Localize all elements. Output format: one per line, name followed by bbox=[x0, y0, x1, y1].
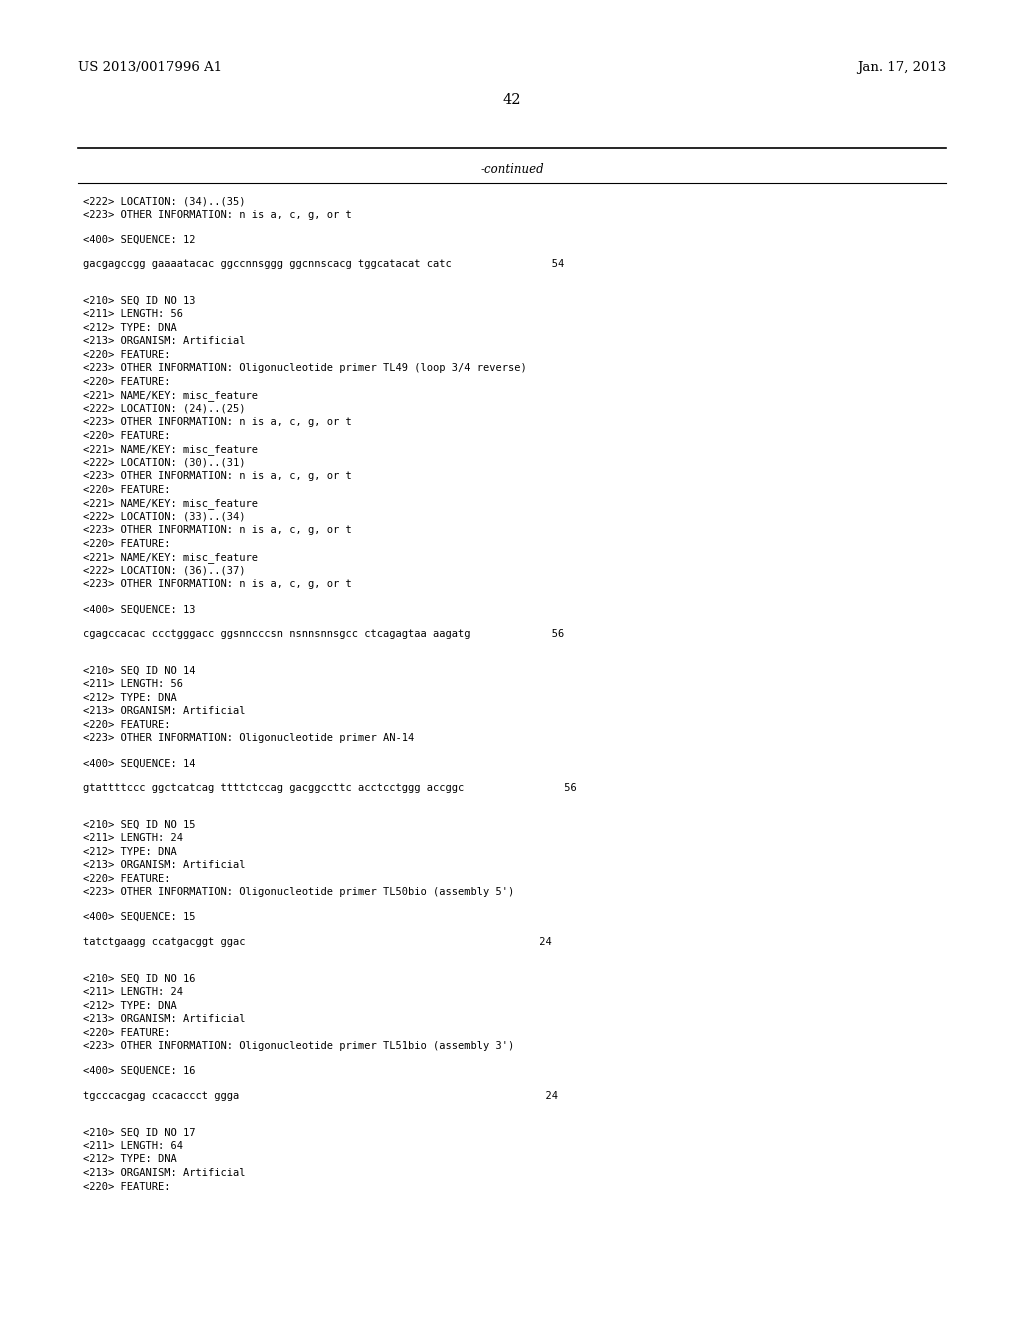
Text: <223> OTHER INFORMATION: n is a, c, g, or t: <223> OTHER INFORMATION: n is a, c, g, o… bbox=[83, 210, 352, 219]
Text: <210> SEQ ID NO 14: <210> SEQ ID NO 14 bbox=[83, 665, 196, 676]
Text: <222> LOCATION: (33)..(34): <222> LOCATION: (33)..(34) bbox=[83, 512, 246, 521]
Text: <210> SEQ ID NO 16: <210> SEQ ID NO 16 bbox=[83, 974, 196, 983]
Text: US 2013/0017996 A1: US 2013/0017996 A1 bbox=[78, 62, 222, 74]
Text: gtattttccc ggctcatcag ttttctccag gacggccttc acctcctggg accggc                56: gtattttccc ggctcatcag ttttctccag gacggcc… bbox=[83, 783, 577, 793]
Text: <212> TYPE: DNA: <212> TYPE: DNA bbox=[83, 1155, 177, 1164]
Text: tgcccacgag ccacaccct ggga                                                 24: tgcccacgag ccacaccct ggga 24 bbox=[83, 1092, 558, 1101]
Text: <400> SEQUENCE: 12: <400> SEQUENCE: 12 bbox=[83, 235, 196, 244]
Text: <213> ORGANISM: Artificial: <213> ORGANISM: Artificial bbox=[83, 861, 246, 870]
Text: <400> SEQUENCE: 16: <400> SEQUENCE: 16 bbox=[83, 1067, 196, 1076]
Text: <223> OTHER INFORMATION: Oligonucleotide primer TL49 (loop 3/4 reverse): <223> OTHER INFORMATION: Oligonucleotide… bbox=[83, 363, 526, 374]
Text: <213> ORGANISM: Artificial: <213> ORGANISM: Artificial bbox=[83, 337, 246, 346]
Text: <211> LENGTH: 24: <211> LENGTH: 24 bbox=[83, 833, 183, 843]
Text: <210> SEQ ID NO 13: <210> SEQ ID NO 13 bbox=[83, 296, 196, 306]
Text: -continued: -continued bbox=[480, 162, 544, 176]
Text: 42: 42 bbox=[503, 92, 521, 107]
Text: <210> SEQ ID NO 17: <210> SEQ ID NO 17 bbox=[83, 1127, 196, 1138]
Text: <222> LOCATION: (24)..(25): <222> LOCATION: (24)..(25) bbox=[83, 404, 246, 414]
Text: <220> FEATURE:: <220> FEATURE: bbox=[83, 1181, 171, 1192]
Text: <220> FEATURE:: <220> FEATURE: bbox=[83, 539, 171, 549]
Text: tatctgaagg ccatgacggt ggac                                               24: tatctgaagg ccatgacggt ggac 24 bbox=[83, 937, 552, 948]
Text: <220> FEATURE:: <220> FEATURE: bbox=[83, 430, 171, 441]
Text: <221> NAME/KEY: misc_feature: <221> NAME/KEY: misc_feature bbox=[83, 391, 258, 401]
Text: <222> LOCATION: (36)..(37): <222> LOCATION: (36)..(37) bbox=[83, 566, 246, 576]
Text: <220> FEATURE:: <220> FEATURE: bbox=[83, 378, 171, 387]
Text: <220> FEATURE:: <220> FEATURE: bbox=[83, 1027, 171, 1038]
Text: <211> LENGTH: 64: <211> LENGTH: 64 bbox=[83, 1140, 183, 1151]
Text: <211> LENGTH: 56: <211> LENGTH: 56 bbox=[83, 309, 183, 319]
Text: <220> FEATURE:: <220> FEATURE: bbox=[83, 350, 171, 360]
Text: Jan. 17, 2013: Jan. 17, 2013 bbox=[857, 62, 946, 74]
Text: <221> NAME/KEY: misc_feature: <221> NAME/KEY: misc_feature bbox=[83, 445, 258, 455]
Text: <221> NAME/KEY: misc_feature: <221> NAME/KEY: misc_feature bbox=[83, 552, 258, 564]
Text: <223> OTHER INFORMATION: n is a, c, g, or t: <223> OTHER INFORMATION: n is a, c, g, o… bbox=[83, 579, 352, 590]
Text: <213> ORGANISM: Artificial: <213> ORGANISM: Artificial bbox=[83, 1014, 246, 1024]
Text: <212> TYPE: DNA: <212> TYPE: DNA bbox=[83, 1001, 177, 1011]
Text: <223> OTHER INFORMATION: Oligonucleotide primer TL50bio (assembly 5'): <223> OTHER INFORMATION: Oligonucleotide… bbox=[83, 887, 514, 898]
Text: <220> FEATURE:: <220> FEATURE: bbox=[83, 484, 171, 495]
Text: <223> OTHER INFORMATION: n is a, c, g, or t: <223> OTHER INFORMATION: n is a, c, g, o… bbox=[83, 417, 352, 428]
Text: <222> LOCATION: (30)..(31): <222> LOCATION: (30)..(31) bbox=[83, 458, 246, 467]
Text: <223> OTHER INFORMATION: Oligonucleotide primer TL51bio (assembly 3'): <223> OTHER INFORMATION: Oligonucleotide… bbox=[83, 1041, 514, 1051]
Text: <223> OTHER INFORMATION: n is a, c, g, or t: <223> OTHER INFORMATION: n is a, c, g, o… bbox=[83, 525, 352, 536]
Text: gacgagccgg gaaaatacac ggccnnsggg ggcnnscacg tggcatacat catc                54: gacgagccgg gaaaatacac ggccnnsggg ggcnnsc… bbox=[83, 260, 564, 269]
Text: <213> ORGANISM: Artificial: <213> ORGANISM: Artificial bbox=[83, 706, 246, 717]
Text: <212> TYPE: DNA: <212> TYPE: DNA bbox=[83, 323, 177, 333]
Text: <220> FEATURE:: <220> FEATURE: bbox=[83, 719, 171, 730]
Text: <212> TYPE: DNA: <212> TYPE: DNA bbox=[83, 846, 177, 857]
Text: <220> FEATURE:: <220> FEATURE: bbox=[83, 874, 171, 883]
Text: <221> NAME/KEY: misc_feature: <221> NAME/KEY: misc_feature bbox=[83, 499, 258, 510]
Text: <400> SEQUENCE: 15: <400> SEQUENCE: 15 bbox=[83, 912, 196, 923]
Text: <223> OTHER INFORMATION: n is a, c, g, or t: <223> OTHER INFORMATION: n is a, c, g, o… bbox=[83, 471, 352, 482]
Text: cgagccacac ccctgggacc ggsnncccsn nsnnsnnsgcc ctcagagtaa aagatg             56: cgagccacac ccctgggacc ggsnncccsn nsnnsnn… bbox=[83, 630, 564, 639]
Text: <211> LENGTH: 24: <211> LENGTH: 24 bbox=[83, 987, 183, 997]
Text: <212> TYPE: DNA: <212> TYPE: DNA bbox=[83, 693, 177, 702]
Text: <210> SEQ ID NO 15: <210> SEQ ID NO 15 bbox=[83, 820, 196, 830]
Text: <222> LOCATION: (34)..(35): <222> LOCATION: (34)..(35) bbox=[83, 195, 246, 206]
Text: <213> ORGANISM: Artificial: <213> ORGANISM: Artificial bbox=[83, 1168, 246, 1177]
Text: <223> OTHER INFORMATION: Oligonucleotide primer AN-14: <223> OTHER INFORMATION: Oligonucleotide… bbox=[83, 734, 415, 743]
Text: <211> LENGTH: 56: <211> LENGTH: 56 bbox=[83, 680, 183, 689]
Text: <400> SEQUENCE: 13: <400> SEQUENCE: 13 bbox=[83, 605, 196, 614]
Text: <400> SEQUENCE: 14: <400> SEQUENCE: 14 bbox=[83, 758, 196, 768]
